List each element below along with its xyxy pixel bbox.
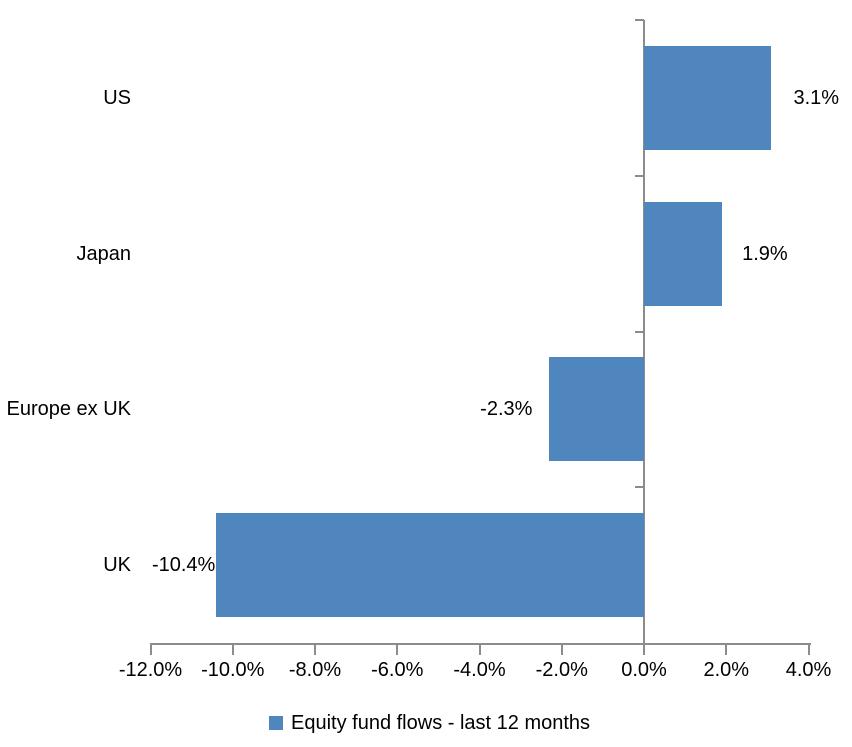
x-axis-tick-label: -8.0%: [288, 659, 342, 681]
x-axis-line: [150, 643, 811, 645]
legend: Equity fund flows - last 12 months: [269, 710, 590, 736]
bar-uk: [216, 513, 644, 618]
x-axis-tick: [314, 643, 316, 655]
x-axis-tick: [396, 643, 399, 655]
category-label-europe-ex-uk: Europe ex UK: [6, 398, 131, 421]
x-axis-tick: [149, 643, 152, 655]
x-axis-tick: [560, 643, 563, 655]
category-axis-tick: [635, 486, 644, 489]
category-axis-tick: [635, 174, 644, 177]
bar-japan: [644, 201, 723, 306]
value-label-japan: 1.9%: [742, 242, 788, 265]
category-label-us: US: [103, 86, 131, 109]
x-axis-tick-label: -4.0%: [453, 659, 506, 681]
x-axis-tick: [725, 643, 728, 655]
category-label-japan: Japan: [76, 242, 132, 265]
x-axis-tick-label: -12.0%: [118, 659, 183, 681]
x-axis-tick: [478, 643, 481, 655]
bar-europe-ex-uk: [549, 357, 644, 462]
x-axis-tick-label: 4.0%: [785, 659, 832, 681]
x-axis-tick: [807, 643, 810, 655]
x-axis-tick-label: 0.0%: [621, 659, 667, 681]
x-axis-tick: [643, 643, 645, 655]
legend-label: Equity fund flows - last 12 months: [291, 711, 591, 734]
category-axis-line: [643, 20, 645, 643]
value-label-us: 3.1%: [793, 86, 840, 109]
value-label-europe-ex-uk: -2.3%: [480, 398, 533, 421]
category-label-uk: UK: [103, 554, 131, 577]
category-axis-tick: [635, 19, 644, 21]
bar-us: [644, 45, 772, 150]
legend-swatch-icon: [269, 716, 283, 730]
x-axis-tick-label: -10.0%: [201, 659, 265, 681]
x-axis-tick-label: -6.0%: [371, 659, 424, 681]
x-axis-tick: [231, 643, 234, 655]
category-axis-tick: [635, 330, 644, 333]
x-axis-tick-label: 2.0%: [703, 659, 750, 681]
x-axis-tick-label: -2.0%: [535, 659, 588, 681]
value-label-uk: -10.4%: [151, 554, 216, 577]
